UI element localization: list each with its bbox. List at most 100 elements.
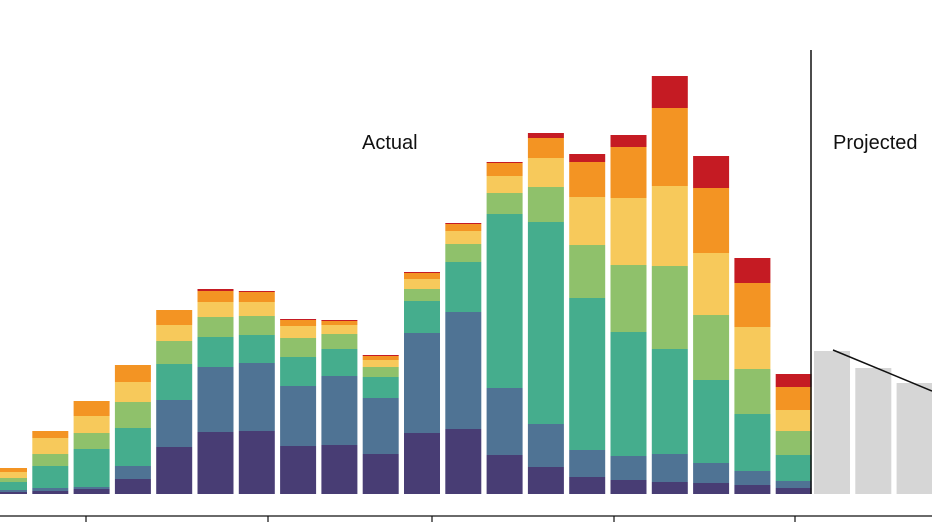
bar-segment [404, 279, 440, 289]
bar-segment [32, 438, 69, 454]
bar-segment [73, 489, 110, 494]
bar-segment [280, 357, 317, 386]
bar-segment [775, 410, 812, 431]
bar-stack [693, 156, 730, 494]
bar-segment [238, 431, 275, 494]
bar-segment [610, 456, 647, 480]
bar-segment [280, 446, 317, 494]
bar-segment [0, 490, 27, 492]
projected-bar [855, 368, 892, 494]
bar-segment [73, 416, 110, 433]
bar-segment [197, 367, 234, 432]
bar-segment [321, 376, 358, 445]
bar-segment [693, 156, 730, 188]
bar-segment [197, 337, 234, 367]
bar-segment [197, 289, 234, 291]
bar-segment [651, 482, 688, 494]
bar-segment [362, 398, 399, 454]
bar-segment [362, 377, 399, 398]
projected-bars [814, 351, 932, 494]
bar-segment [362, 356, 399, 360]
bar-segment [693, 315, 730, 380]
bar-segment [527, 138, 564, 158]
bar-stack [321, 320, 358, 494]
bar-segment [73, 401, 110, 416]
bar-segment [445, 223, 482, 224]
actual-bars [0, 76, 812, 494]
bar-stack [73, 401, 110, 494]
bar-segment [280, 320, 317, 326]
bar-segment [569, 197, 606, 245]
bar-stack [156, 310, 193, 494]
bar-segment [321, 320, 358, 321]
bar-segment [321, 321, 358, 325]
bar-segment [775, 387, 812, 410]
bar-segment [486, 162, 523, 163]
bar-segment [404, 301, 440, 333]
bar-segment [156, 364, 193, 400]
bar-segment [486, 455, 523, 494]
bar-segment [445, 244, 482, 262]
bar-segment [197, 432, 234, 494]
bar-segment [651, 266, 688, 349]
bar-segment [362, 454, 399, 494]
bar-segment [445, 312, 482, 429]
bar-segment [693, 188, 730, 253]
bar-segment [280, 338, 317, 357]
bar-segment [114, 382, 151, 402]
bar-segment [114, 479, 151, 494]
bar-segment [321, 325, 358, 334]
bar-segment [404, 273, 440, 279]
bar-segment [114, 428, 151, 466]
bar-segment [32, 488, 69, 491]
bar-segment [404, 333, 440, 433]
bar-stack [486, 162, 523, 494]
bar-segment [238, 363, 275, 431]
bar-segment [486, 193, 523, 214]
bar-segment [404, 289, 440, 301]
bar-segment [156, 341, 193, 364]
bar-segment [114, 466, 151, 479]
bar-segment [734, 283, 771, 327]
bar-segment [610, 135, 647, 147]
bar-segment [651, 76, 688, 108]
bar-segment [0, 478, 27, 482]
bar-segment [486, 163, 523, 176]
bar-segment [610, 198, 647, 265]
bar-segment [321, 334, 358, 349]
bar-stack [651, 76, 688, 494]
bar-segment [527, 424, 564, 467]
bar-stack [527, 133, 564, 494]
bar-stack [362, 355, 399, 494]
bar-segment [280, 326, 317, 338]
bar-segment [734, 485, 771, 494]
bar-stack [610, 135, 647, 494]
projected-bar [814, 351, 850, 494]
bar-segment [775, 374, 812, 387]
bar-segment [362, 360, 399, 367]
bar-segment [238, 335, 275, 363]
bar-segment [445, 224, 482, 231]
bar-segment [527, 467, 564, 494]
bar-segment [0, 492, 27, 494]
bar-segment [527, 187, 564, 222]
bar-stack [404, 272, 440, 494]
bar-segment [527, 222, 564, 424]
bar-segment [610, 332, 647, 456]
bar-segment [280, 319, 317, 320]
bar-stack [734, 258, 771, 494]
bar-segment [734, 471, 771, 485]
bar-segment [734, 327, 771, 369]
bar-segment [404, 433, 440, 494]
bar-stack [0, 468, 27, 494]
bar-segment [486, 176, 523, 193]
bar-segment [651, 186, 688, 266]
bar-segment [734, 369, 771, 414]
bar-segment [651, 454, 688, 482]
bar-segment [445, 231, 482, 244]
bar-segment [238, 292, 275, 302]
bar-segment [775, 455, 812, 481]
bar-segment [114, 402, 151, 428]
bar-segment [775, 431, 812, 455]
